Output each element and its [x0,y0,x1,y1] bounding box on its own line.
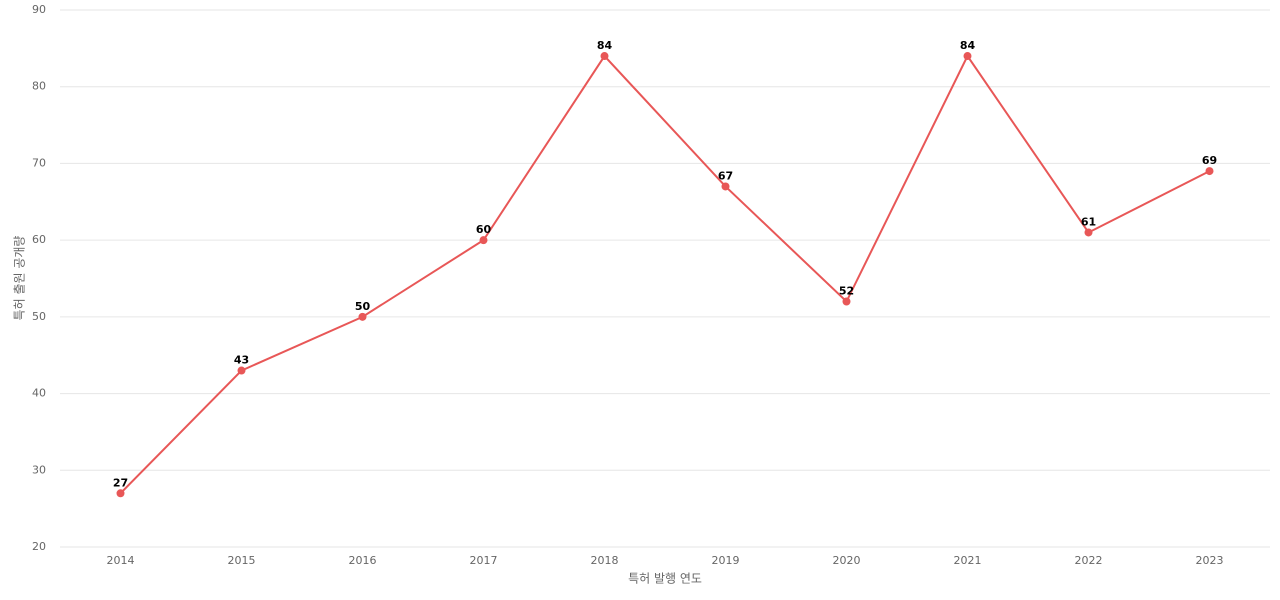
value-label: 27 [113,476,128,489]
y-axis-title: 특허 출원 공개량 [13,236,27,321]
point [237,366,246,375]
y-tick-label: 20 [32,540,46,553]
value-label: 67 [718,169,733,182]
value-label: 69 [1202,154,1217,167]
value-label: 52 [839,285,854,298]
point [1084,228,1093,237]
x-tick-label: 2014 [107,554,135,567]
point [842,297,851,306]
x-tick-label: 2017 [470,554,498,567]
value-label: 61 [1081,215,1096,228]
x-tick-label: 2020 [833,554,861,567]
line [119,54,1210,495]
y-tick-label: 30 [32,463,46,476]
point [600,52,609,61]
x-tick-label: 2022 [1075,554,1103,567]
point [358,312,367,321]
point [963,52,972,61]
y-tick-label: 90 [32,3,46,16]
x-tick-label: 2015 [228,554,256,567]
value-label: 60 [476,223,492,236]
point [479,236,488,245]
value-label: 84 [597,39,613,52]
x-tick-label: 2021 [954,554,982,567]
value-label: 43 [234,354,249,367]
y-tick-label: 40 [32,387,46,400]
x-axis-title: 특허 발행 연도 [628,571,702,586]
x-tick-label: 2019 [712,554,740,567]
x-tick-label: 2018 [591,554,619,567]
y-tick-label: 80 [32,80,46,93]
point [1205,167,1214,176]
point [116,489,125,498]
y-tick-label: 50 [32,310,46,323]
value-label: 50 [355,300,371,313]
x-tick-label: 2016 [349,554,377,567]
y-tick-label: 60 [32,233,46,246]
x-tick-label: 2023 [1196,554,1224,567]
point [721,182,730,191]
y-tick-label: 70 [32,156,46,169]
value-label: 84 [960,39,976,52]
